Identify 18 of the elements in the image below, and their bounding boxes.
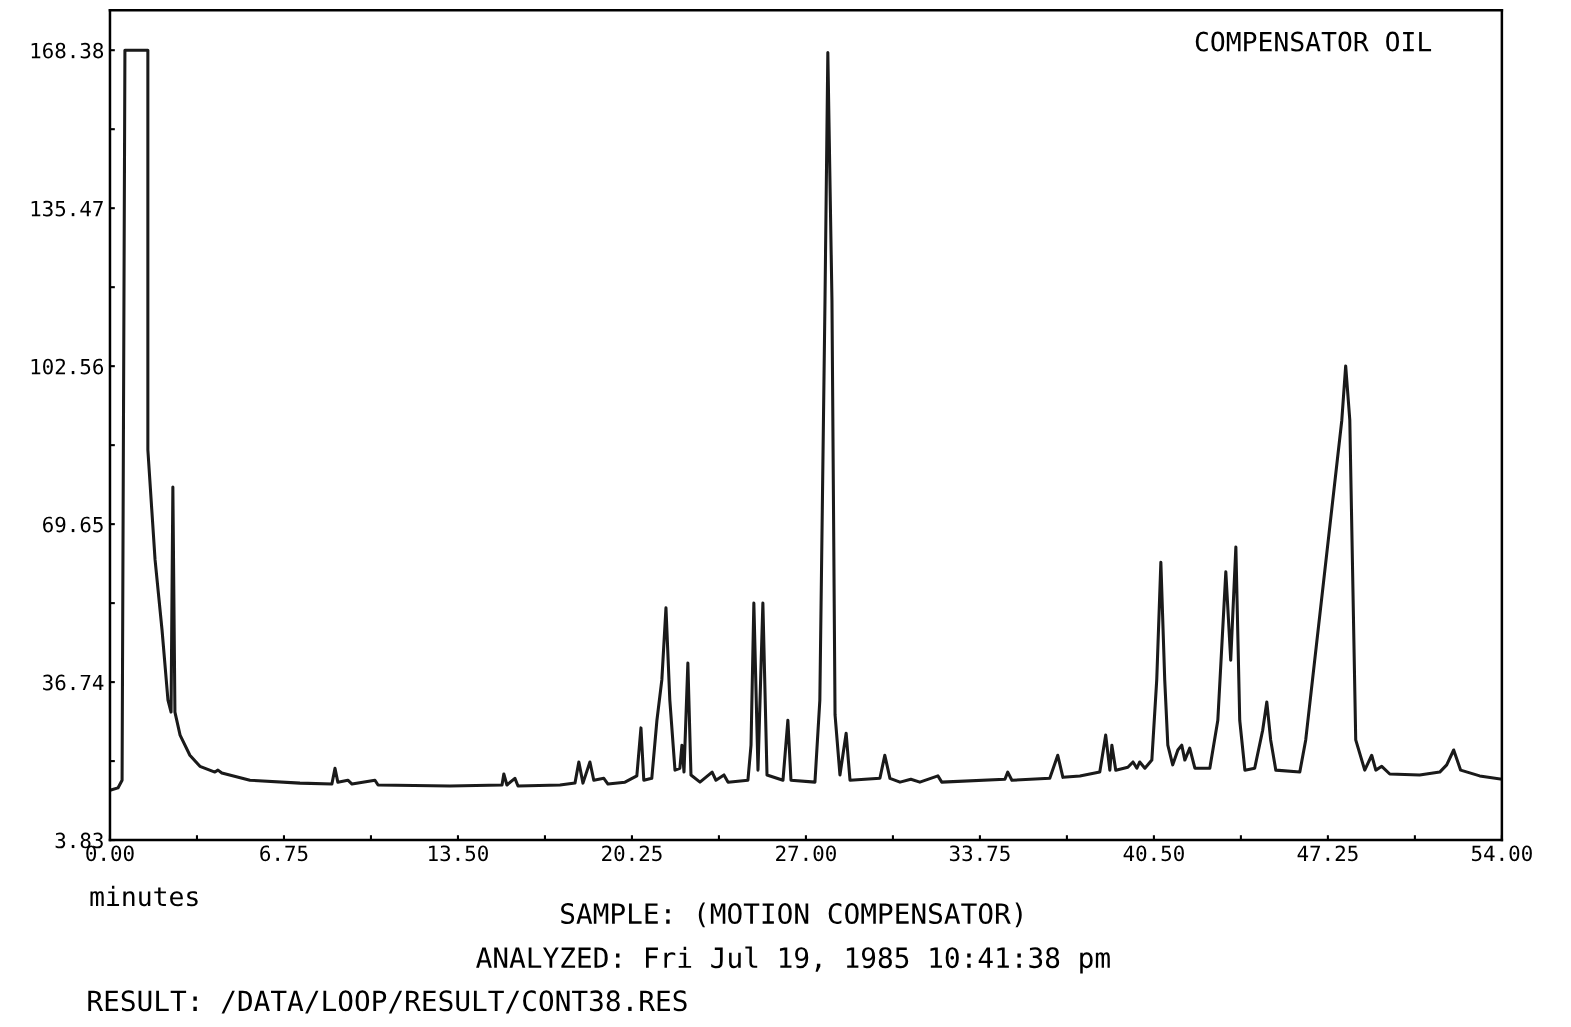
x-tick-label: 20.25 — [602, 845, 662, 862]
x-tick-label: 13.50 — [429, 845, 488, 862]
y-tick-label: 36.74 — [43, 674, 104, 691]
y-tick-label: 135.47 — [31, 200, 103, 217]
y-tick-label: 168.38 — [31, 42, 104, 59]
x-tick-label: 27.00 — [776, 845, 836, 862]
text: COMPENSATOR OIL — [1195, 31, 1432, 52]
text: ANALYZED: Fri Jul 19, 1985 10:41:38 pm — [476, 946, 1110, 974]
x-tick-label: 47.25 — [1297, 845, 1358, 862]
x-axis-title: minutes — [90, 885, 198, 907]
text: SAMPLE: (MOTION COMPENSATOR) — [561, 902, 1022, 928]
x-tick-label: 6.75 — [260, 845, 308, 862]
x-tick-label: 40.50 — [1123, 845, 1184, 862]
text: RESULT: /DATA/LOOP/RESULT/CONT38.RES — [88, 990, 687, 1014]
x-tick-label: 33.75 — [949, 845, 1010, 862]
y-tick-label: 69.65 — [43, 516, 103, 533]
y-tick-label: 102.56 — [31, 358, 104, 375]
x-tick-label: 54.00 — [1471, 845, 1532, 862]
